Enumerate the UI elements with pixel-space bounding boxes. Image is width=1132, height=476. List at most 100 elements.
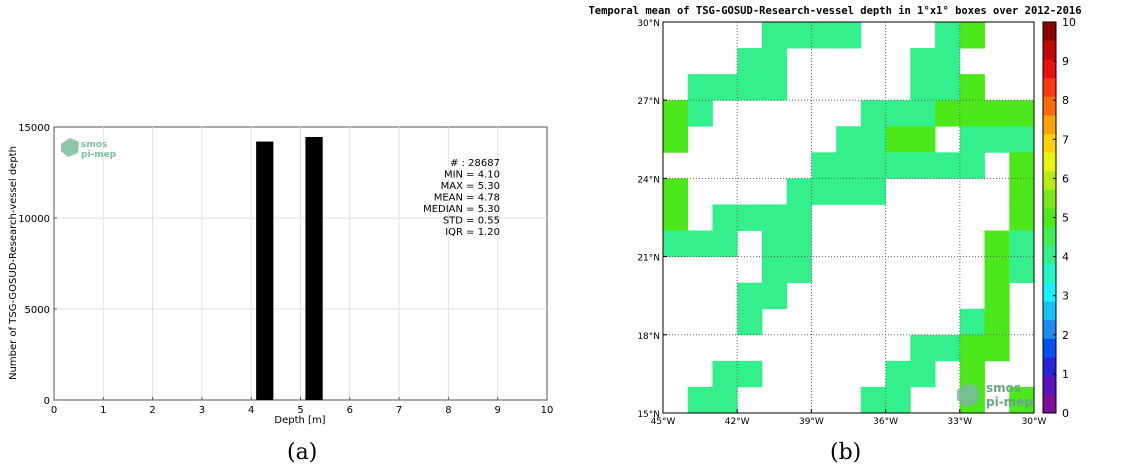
map-cell: [687, 230, 713, 257]
colorbar-tick-label: 5: [1062, 212, 1069, 225]
map-x-tick-label: 36°W: [873, 417, 898, 427]
map-cell: [1009, 230, 1035, 257]
map-logo-pimep: pi-mep: [986, 395, 1033, 409]
map-y-tick-label: 18°N: [637, 332, 660, 342]
map-cell: [761, 256, 788, 284]
colorbar-tick-label: 1: [1062, 368, 1069, 381]
histogram-x-ticks: 0 1 2 3 4 5 6 7 8 9 10: [51, 397, 553, 416]
colorbar-segment: [1043, 40, 1056, 60]
map-cell: [984, 282, 1010, 310]
map-cell: [761, 204, 788, 231]
colorbar-segment: [1043, 77, 1056, 97]
map-cell: [761, 74, 788, 101]
map-cell: [737, 360, 763, 388]
map-x-tick-label: 33°W: [947, 417, 972, 427]
histogram-x-tick-label: 4: [248, 405, 254, 416]
map-cell: [935, 334, 961, 362]
map-y-tick-label: 24°N: [637, 175, 660, 185]
map-cell: [811, 178, 837, 205]
map-cell: [663, 178, 689, 205]
map-cell: [761, 22, 788, 49]
map-x-tick-label: 42°W: [725, 417, 750, 427]
colorbar-segment: [1043, 394, 1056, 414]
colorbar-tick-label: 7: [1062, 133, 1069, 146]
map-cell: [959, 74, 985, 101]
map-y-ticks: 15°N 18°N 21°N 24°N 27°N 30°N: [637, 19, 667, 420]
histogram-x-tick-label: 2: [149, 405, 155, 416]
smos-logo-text: smos: [81, 140, 107, 150]
map-cell: [811, 22, 837, 49]
colorbar-tick-label: 6: [1062, 172, 1069, 185]
colorbar-segment: [1043, 264, 1056, 283]
histogram-x-tick-label: 6: [347, 405, 353, 416]
map-cell: [910, 100, 936, 127]
histogram-y-tick-label: 15000: [18, 123, 50, 134]
colorbar-segment: [1043, 375, 1056, 395]
map-cell: [959, 308, 985, 336]
map-cell: [984, 308, 1010, 336]
map-cell: [1009, 256, 1035, 284]
map-x-ticks: 45°W 42°W 39°W 36°W 33°W 30°W: [651, 409, 1047, 427]
histogram-y-tick-label: 0: [44, 396, 50, 407]
colorbar-tick-label: 3: [1062, 290, 1069, 303]
map-cell: [984, 230, 1010, 257]
map-cell: [761, 48, 788, 75]
map-cell: [935, 74, 961, 101]
colorbar-segment: [1043, 319, 1056, 339]
map-cells: [663, 22, 1035, 414]
map-cell: [959, 22, 985, 49]
histogram-x-tick-label: 0: [51, 405, 57, 416]
map-cell: [712, 386, 738, 414]
map-cell: [860, 100, 886, 127]
histogram-y-axis-label: Number of TSG-GOSUD-Research-vessel dept…: [8, 146, 19, 380]
map-cell: [786, 204, 812, 231]
colorbar-segment: [1043, 338, 1056, 358]
map-panel: Temporal mean of TSG-GOSUD-Research-vess…: [588, 5, 1081, 427]
colorbar-segment: [1043, 208, 1056, 228]
histogram-panel: 0 1 2 3 4 5 6 7 8 9 10 0 5000 10000 15000 Depth [m] N…: [8, 123, 553, 426]
map-cell: [959, 100, 985, 127]
histogram-stat-line: MEAN = 4.78: [434, 193, 500, 204]
map-x-tick-label: 39°W: [799, 417, 824, 427]
colorbar-segment: [1043, 189, 1056, 209]
map-y-tick-label: 21°N: [637, 254, 660, 264]
colorbar-tick-label: 2: [1062, 329, 1069, 342]
histogram-bar: [305, 137, 323, 400]
map-cell: [1009, 204, 1035, 231]
map-cell: [910, 48, 936, 75]
histogram-x-tick-label: 3: [199, 405, 205, 416]
colorbar-segment: [1043, 96, 1056, 116]
map-cell: [737, 74, 763, 101]
map-cell: [885, 100, 911, 127]
map-cell: [811, 152, 837, 179]
histogram-x-axis-label: Depth [m]: [274, 415, 325, 426]
map-cell: [737, 204, 763, 231]
caption-b: (b): [830, 440, 862, 465]
map-y-tick-label: 27°N: [637, 97, 660, 107]
map-cell: [737, 282, 763, 310]
colorbar-segment: [1043, 133, 1056, 153]
histogram-grid: [54, 127, 547, 400]
histogram-stat-line: # : 28687: [450, 158, 500, 169]
map-cell: [959, 334, 985, 362]
histogram-x-tick-label: 9: [495, 405, 501, 416]
map-cell: [836, 178, 862, 205]
map-cell: [885, 360, 911, 388]
histogram-y-tick-label: 10000: [18, 214, 50, 225]
map-cell: [885, 126, 911, 153]
map-cell: [761, 282, 788, 310]
map-cell: [959, 152, 985, 179]
map-cell: [910, 126, 936, 153]
map-cell: [1009, 126, 1035, 153]
histogram-y-ticks: 0 5000 10000 15000: [18, 123, 57, 407]
histogram-x-tick-label: 7: [396, 405, 402, 416]
map-cell: [959, 126, 985, 153]
colorbar-segment: [1043, 282, 1056, 302]
map-cell: [910, 74, 936, 101]
map-y-tick-label: 30°N: [637, 19, 660, 29]
map-cell: [984, 126, 1010, 153]
map-x-tick-label: 45°W: [651, 417, 676, 427]
pimep-logo-text: pi-mep: [81, 150, 117, 160]
